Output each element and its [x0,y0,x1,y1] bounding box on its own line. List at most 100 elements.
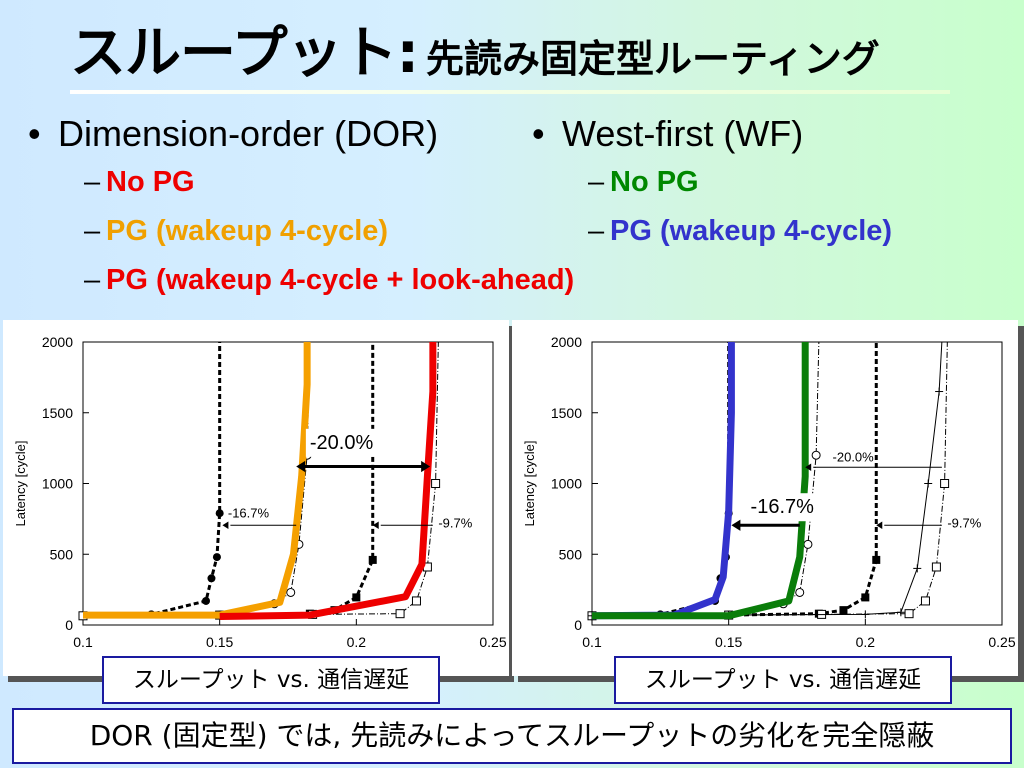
dash-icon: – [84,264,101,296]
series-line-thin-plus [592,342,943,617]
data-point [795,587,805,597]
data-point [368,555,377,564]
arrow-head [372,521,379,529]
x-tick-label: 0.15 [206,634,233,650]
slide-title: スループット: 先読み固定型ルーティング [70,8,880,88]
data-point [861,593,870,602]
y-tick-label: 0 [574,617,582,633]
sub-bullet-label: PG (wakeup 4-cycle + look-ahead) [106,264,575,296]
chart-panel-wf: 0 500 1000 1500 2000 0.1 0.15 0.2 0.25 Latency [c… [512,320,1018,676]
arrow-head [805,463,812,471]
sub-bullet-label: PG (wakeup 4-cycle) [610,215,893,247]
y-tick-label: 1500 [551,405,582,421]
dash-icon: – [588,215,605,247]
title-sub: 先読み固定型ルーティング [426,37,880,81]
annotation-label: -20.0% [310,432,374,454]
bullet-wf: • West-first (WF) [532,110,892,158]
y-tick-label: 500 [559,546,583,562]
annotation-label: -9.7% [947,515,981,530]
x-tick-label: 0.25 [479,634,506,650]
data-point [872,555,881,564]
y-axis-label: Latency [cycle] [522,441,537,527]
sub-bullet: – PG (wakeup 4-cycle) [588,207,892,256]
series-line-red-thick [219,342,437,621]
sub-bullet-label: No PG [610,166,699,198]
arrow-head [421,460,431,473]
annotation-bg [305,428,382,457]
annotation-label: -16.7% [751,496,815,518]
data-point [215,509,224,518]
series-line-thin-open-circle [83,342,311,617]
series-line-thin-open-circle [592,342,820,617]
series-line-black-dashed-circle [83,342,222,618]
x-tick-label: 0.1 [73,634,93,650]
dash-icon: – [84,215,101,247]
data-point [207,574,216,583]
series-line-thin-open-square [592,342,948,617]
data-point [940,479,950,488]
arrow-head [296,460,306,473]
data-point [395,609,405,619]
dash-icon: – [84,166,101,198]
data-point [811,450,821,460]
data-point [352,593,361,602]
bullet-dor-label: Dimension-order (DOR) [58,113,439,154]
y-tick-label: 2000 [551,334,582,350]
chart-caption-wf: スループット vs. 通信遅延 [614,656,952,704]
y-tick-label: 0 [65,617,73,633]
annotation-label: -9.7% [438,515,472,530]
arrow-head [876,521,883,529]
data-point [202,596,210,605]
title-main: スループット: [70,21,419,86]
x-tick-label: 0.1 [582,634,602,650]
data-point [286,587,296,597]
data-point [803,539,813,549]
series-line-blue-thick [592,342,735,620]
sub-bullet: – PG (wakeup 4-cycle) [84,207,574,256]
dor-latency-chart: 0 500 1000 1500 2000 0.1 0.15 0.2 0.25 Latency [c… [13,334,507,650]
series-line-black-dashed-circle [592,342,731,618]
annotation-label: -20.0% [833,450,875,465]
sub-bullet-label: PG (wakeup 4-cycle) [106,215,389,247]
arrow-head [731,519,741,531]
data-point [839,606,848,615]
x-tick-label: 0.2 [856,634,876,650]
y-tick-label: 1000 [551,476,582,492]
data-point [904,609,914,619]
title-divider [70,90,950,94]
data-point [212,553,221,562]
wf-bullet-list: • West-first (WF) – No PG – PG (wakeup 4-cy… [532,110,892,256]
x-tick-label: 0.25 [988,634,1015,650]
x-tick-label: 0.15 [715,634,742,650]
sub-bullet: – No PG [84,158,574,207]
series-line-black-dashed-square [83,342,375,618]
summary-box: DOR (固定型) では, 先読みによってスループットの劣化を完全隠蔽 [12,708,1012,764]
data-point [431,479,441,488]
data-point [920,596,930,606]
bullet-dot-icon: • [28,113,41,154]
dash-icon: – [588,166,605,198]
bullet-dot-icon: • [532,113,545,154]
y-tick-label: 1000 [42,476,73,492]
bullet-wf-label: West-first (WF) [562,113,804,154]
sub-bullet: – No PG [588,158,892,207]
chart-caption-dor: スループット vs. 通信遅延 [102,656,440,704]
annotation-label: -16.7% [228,505,270,520]
series-line-green-thick [592,342,809,620]
data-point [931,562,941,572]
x-tick-label: 0.2 [347,634,367,650]
sub-bullet: – PG (wakeup 4-cycle + look-ahead) [84,256,574,305]
annotation-bg [746,493,822,522]
dor-bullet-list: • Dimension-order (DOR) – No PG – PG (wakeu… [28,110,574,305]
bullet-dor: • Dimension-order (DOR) [28,110,574,158]
series-line-orange-thick [83,342,311,619]
arrow-head [222,521,229,529]
series-line-thin-open-square [83,342,439,617]
wf-latency-chart: 0 500 1000 1500 2000 0.1 0.15 0.2 0.25 Latency [c… [522,334,1016,650]
y-tick-label: 1500 [42,405,73,421]
y-axis-label: Latency [cycle] [13,441,28,527]
chart-panel-dor: 0 500 1000 1500 2000 0.1 0.15 0.2 0.25 Latency [c… [3,320,509,676]
data-point [411,596,421,606]
y-tick-label: 500 [50,546,74,562]
y-tick-label: 2000 [42,334,73,350]
